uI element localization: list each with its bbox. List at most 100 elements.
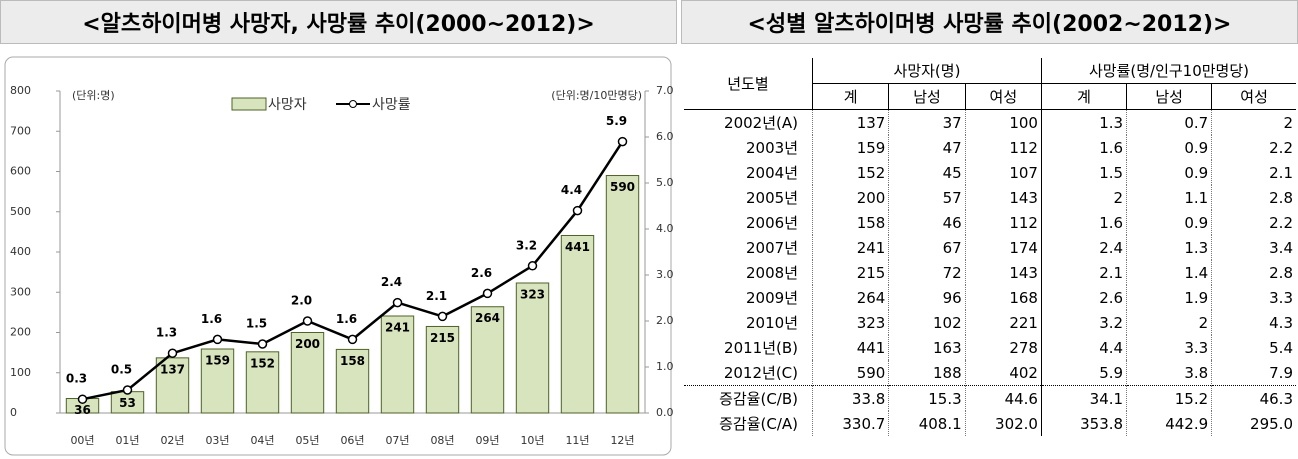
table-row: 2010년 323 102 221 3.2 2 4.3: [684, 310, 1296, 335]
cell: 3.8: [1126, 360, 1212, 386]
bar-label: 53: [119, 396, 136, 410]
cell: 5.9: [1040, 360, 1127, 386]
cell: 0.9: [1126, 135, 1212, 160]
bar-label: 36: [74, 403, 91, 417]
cell: 3.3: [1126, 335, 1212, 360]
cell: 67: [888, 235, 966, 260]
cell: 4.3: [1211, 310, 1296, 335]
bar: [560, 234, 595, 414]
header-row: 계 남성 여성 계 남성 여성: [684, 83, 1296, 110]
rate-point: [572, 205, 583, 216]
column-header: 계: [811, 83, 889, 110]
chart-title: <알츠하이머병 사망자, 사망률 추이(2000~2012)>: [0, 0, 677, 44]
table-row: 2006년 158 46 112 1.6 0.9 2.2: [684, 210, 1296, 235]
bar: [290, 332, 325, 414]
cell: 1.1: [1126, 185, 1212, 210]
x-tick-label: 07년: [385, 434, 409, 447]
bar-label: 158: [340, 354, 365, 368]
bar: [335, 348, 370, 414]
bar: [245, 351, 280, 414]
cell: 295.0: [1211, 411, 1296, 436]
y-tick-label: 700: [10, 124, 31, 137]
bar-label: 215: [430, 331, 455, 345]
x-tick-label: 09년: [475, 434, 499, 447]
cell: 107: [964, 160, 1042, 185]
cell: 2.8: [1211, 260, 1296, 285]
cell: 112: [964, 210, 1042, 235]
data-table: 년도별 사망자(명) 사망률(명/인구10만명당) 계 남성 여성 계 남성 여성 2002년(…: [684, 58, 1296, 436]
x-tick-label: 10년: [520, 434, 544, 447]
cell: 0.9: [1126, 160, 1212, 185]
y2-tick-label: 7.0: [656, 84, 674, 97]
cell: 221: [964, 310, 1042, 335]
cell: 3.2: [1040, 310, 1127, 335]
bar: [425, 325, 460, 414]
row-label: 2007년: [746, 239, 798, 257]
rate-label: 2.4: [381, 275, 402, 289]
cell: 330.7: [811, 411, 889, 436]
row-label: 2006년: [746, 214, 798, 232]
cell: 47: [888, 135, 966, 160]
y2-tick-label: 5.0: [656, 176, 674, 189]
x-tick-label: 03년: [205, 434, 229, 447]
group-header: 사망률(명/인구10만명당): [1040, 58, 1296, 84]
rate-point: [617, 136, 628, 147]
cell: 2.4: [1040, 235, 1127, 260]
rate-point: [257, 339, 268, 349]
cell: 2: [1126, 310, 1212, 335]
x-tick-label: 02년: [160, 434, 184, 447]
y2-tick-label: 4.0: [656, 222, 674, 235]
cell: 174: [964, 235, 1042, 260]
table-row: 2002년(A) 137 37 100 1.3 0.7 2: [684, 109, 1296, 135]
cell: 33.8: [811, 385, 889, 411]
rate-point: [527, 261, 538, 271]
group-header: 사망자(명): [812, 58, 1042, 84]
cell: 278: [964, 335, 1042, 360]
table-row: 2009년 264 96 168 2.6 1.9 3.3: [684, 285, 1296, 310]
y2-tick-label: 0.0: [656, 406, 674, 419]
cell: 5.4: [1211, 335, 1296, 360]
bar: [470, 306, 505, 414]
x-tick-label: 08년: [430, 434, 454, 447]
bar-label: 152: [250, 356, 275, 370]
bar-label: 200: [295, 337, 320, 351]
cell: 323: [811, 310, 889, 335]
bar: [605, 175, 640, 414]
row-label: 2002년(A): [724, 114, 798, 132]
cell: 100: [964, 109, 1042, 135]
cell: 2.2: [1211, 210, 1296, 235]
row-label: 2011년(B): [724, 339, 798, 357]
table-row: 증감율(C/A) 330.7 408.1 302.0 353.8 442.9 295.0: [684, 411, 1296, 436]
cell: 1.3: [1126, 235, 1212, 260]
cell: 2: [1211, 109, 1296, 135]
cell: 2: [1040, 185, 1127, 210]
rate-label: 0.3: [66, 372, 87, 386]
rate-label: 1.3: [156, 326, 177, 340]
rate-label: 5.9: [606, 114, 627, 128]
y2-tick-label: 1.0: [656, 360, 674, 373]
bar: [380, 315, 415, 414]
bar-label: 264: [475, 311, 500, 325]
column-header: 계: [1040, 83, 1127, 110]
y-unit: (단위:명): [72, 89, 115, 102]
cell: 0.7: [1126, 109, 1212, 135]
x-tick-label: 00년: [70, 434, 94, 447]
row-label: 증감율(C/B): [684, 385, 813, 411]
cell: 402: [964, 360, 1042, 386]
row-label: 2012년(C): [723, 364, 798, 382]
cell: 1.6: [1040, 135, 1127, 160]
rate-point: [482, 288, 493, 299]
cell: 168: [964, 285, 1042, 310]
cell: 102: [888, 310, 966, 335]
cell: 143: [964, 185, 1042, 210]
table-row: 2003년 159 47 112 1.6 0.9 2.2: [684, 135, 1296, 160]
cell: 2.1: [1040, 260, 1127, 285]
y-tick-label: 300: [10, 285, 31, 298]
cell: 112: [964, 135, 1042, 160]
bar: [515, 282, 550, 414]
x-tick-label: 12년: [610, 434, 634, 447]
cell: 200: [811, 185, 889, 210]
legend-label: 사망자: [268, 97, 307, 113]
cell: 159: [811, 135, 889, 160]
cell: 2.6: [1040, 285, 1127, 310]
